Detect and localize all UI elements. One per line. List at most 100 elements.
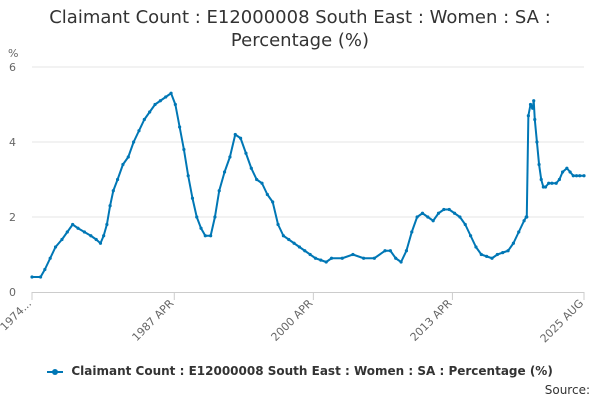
data-point-2[interactable] <box>43 267 47 272</box>
data-point-11[interactable] <box>94 237 98 242</box>
data-point-15[interactable] <box>108 204 112 208</box>
data-point-38[interactable] <box>217 189 221 193</box>
data-point-61[interactable] <box>351 252 355 257</box>
data-point-64[interactable] <box>383 249 387 253</box>
data-point-44[interactable] <box>249 166 253 170</box>
data-point-66[interactable] <box>394 256 398 260</box>
data-point-89[interactable] <box>517 230 521 234</box>
data-point-18[interactable] <box>121 162 125 167</box>
data-point-65[interactable] <box>388 249 392 253</box>
data-point-34[interactable] <box>199 226 203 230</box>
data-point-98[interactable] <box>535 140 539 144</box>
data-point-106[interactable] <box>557 177 562 182</box>
data-point-36[interactable] <box>209 234 213 238</box>
data-point-41[interactable] <box>233 132 237 137</box>
data-point-63[interactable] <box>372 256 376 260</box>
data-point-50[interactable] <box>281 234 285 238</box>
data-point-3[interactable] <box>48 256 52 260</box>
data-point-95[interactable] <box>531 106 535 110</box>
data-point-108[interactable] <box>565 166 569 170</box>
data-point-32[interactable] <box>190 196 195 200</box>
data-point-100[interactable] <box>539 177 543 182</box>
data-point-24[interactable] <box>153 102 157 107</box>
data-point-0[interactable] <box>30 275 34 279</box>
data-point-109[interactable] <box>568 170 572 174</box>
data-point-21[interactable] <box>137 129 141 133</box>
data-point-67[interactable] <box>399 260 403 264</box>
data-point-45[interactable] <box>255 177 259 182</box>
data-point-111[interactable] <box>574 174 579 178</box>
data-point-29[interactable] <box>178 125 182 129</box>
data-point-1[interactable] <box>38 275 43 279</box>
data-point-6[interactable] <box>65 230 69 234</box>
data-point-79[interactable] <box>463 222 467 227</box>
data-point-33[interactable] <box>195 215 199 219</box>
data-point-105[interactable] <box>554 181 558 185</box>
data-point-68[interactable] <box>404 249 409 253</box>
data-point-57[interactable] <box>319 258 323 262</box>
data-point-87[interactable] <box>506 249 510 253</box>
data-point-60[interactable] <box>340 256 344 260</box>
data-point-43[interactable] <box>244 151 248 155</box>
data-point-81[interactable] <box>474 245 478 249</box>
data-point-78[interactable] <box>458 215 462 219</box>
data-point-77[interactable] <box>452 211 457 215</box>
data-point-49[interactable] <box>276 222 280 227</box>
data-point-13[interactable] <box>102 234 106 238</box>
data-point-27[interactable] <box>169 91 173 95</box>
data-point-104[interactable] <box>550 181 554 185</box>
data-point-37[interactable] <box>213 215 217 219</box>
data-point-25[interactable] <box>158 99 162 103</box>
data-point-96[interactable] <box>532 99 536 103</box>
data-point-54[interactable] <box>303 249 307 253</box>
data-point-84[interactable] <box>490 256 494 260</box>
data-point-31[interactable] <box>186 174 190 178</box>
data-point-39[interactable] <box>222 170 227 174</box>
data-point-4[interactable] <box>53 245 58 249</box>
data-point-22[interactable] <box>142 117 146 122</box>
data-point-82[interactable] <box>479 252 483 257</box>
data-point-16[interactable] <box>111 189 115 193</box>
data-point-112[interactable] <box>578 174 582 178</box>
legend[interactable]: Claimant Count : E12000008 South East : … <box>0 364 600 378</box>
data-point-103[interactable] <box>547 181 551 185</box>
data-point-28[interactable] <box>173 102 177 107</box>
data-point-46[interactable] <box>260 181 264 185</box>
data-point-20[interactable] <box>132 140 136 144</box>
data-point-10[interactable] <box>89 234 93 238</box>
data-point-59[interactable] <box>329 256 334 260</box>
data-point-92[interactable] <box>525 215 529 219</box>
data-point-73[interactable] <box>431 219 435 223</box>
data-point-113[interactable] <box>582 174 586 178</box>
data-point-58[interactable] <box>324 260 328 264</box>
data-point-51[interactable] <box>287 237 291 242</box>
data-point-52[interactable] <box>292 241 296 245</box>
data-point-23[interactable] <box>148 110 152 114</box>
data-point-72[interactable] <box>426 215 430 219</box>
data-point-30[interactable] <box>182 147 186 152</box>
data-point-99[interactable] <box>537 162 541 167</box>
data-point-56[interactable] <box>313 256 318 260</box>
data-point-74[interactable] <box>436 211 441 215</box>
data-point-47[interactable] <box>265 192 269 197</box>
data-point-107[interactable] <box>561 170 565 174</box>
data-point-70[interactable] <box>415 215 419 219</box>
data-point-53[interactable] <box>297 245 302 249</box>
data-point-17[interactable] <box>115 177 120 182</box>
data-point-80[interactable] <box>469 234 473 238</box>
data-point-94[interactable] <box>528 102 533 107</box>
data-point-93[interactable] <box>526 114 530 118</box>
data-point-110[interactable] <box>571 174 575 178</box>
data-point-69[interactable] <box>410 230 414 234</box>
data-point-12[interactable] <box>98 241 103 245</box>
data-point-55[interactable] <box>308 252 312 257</box>
data-point-35[interactable] <box>203 234 207 238</box>
data-point-26[interactable] <box>164 95 168 99</box>
data-point-75[interactable] <box>442 207 446 212</box>
data-point-14[interactable] <box>105 222 109 227</box>
data-point-85[interactable] <box>495 252 499 257</box>
data-point-42[interactable] <box>239 136 243 140</box>
data-point-19[interactable] <box>126 155 130 159</box>
data-point-9[interactable] <box>82 230 87 234</box>
data-point-40[interactable] <box>228 155 232 159</box>
